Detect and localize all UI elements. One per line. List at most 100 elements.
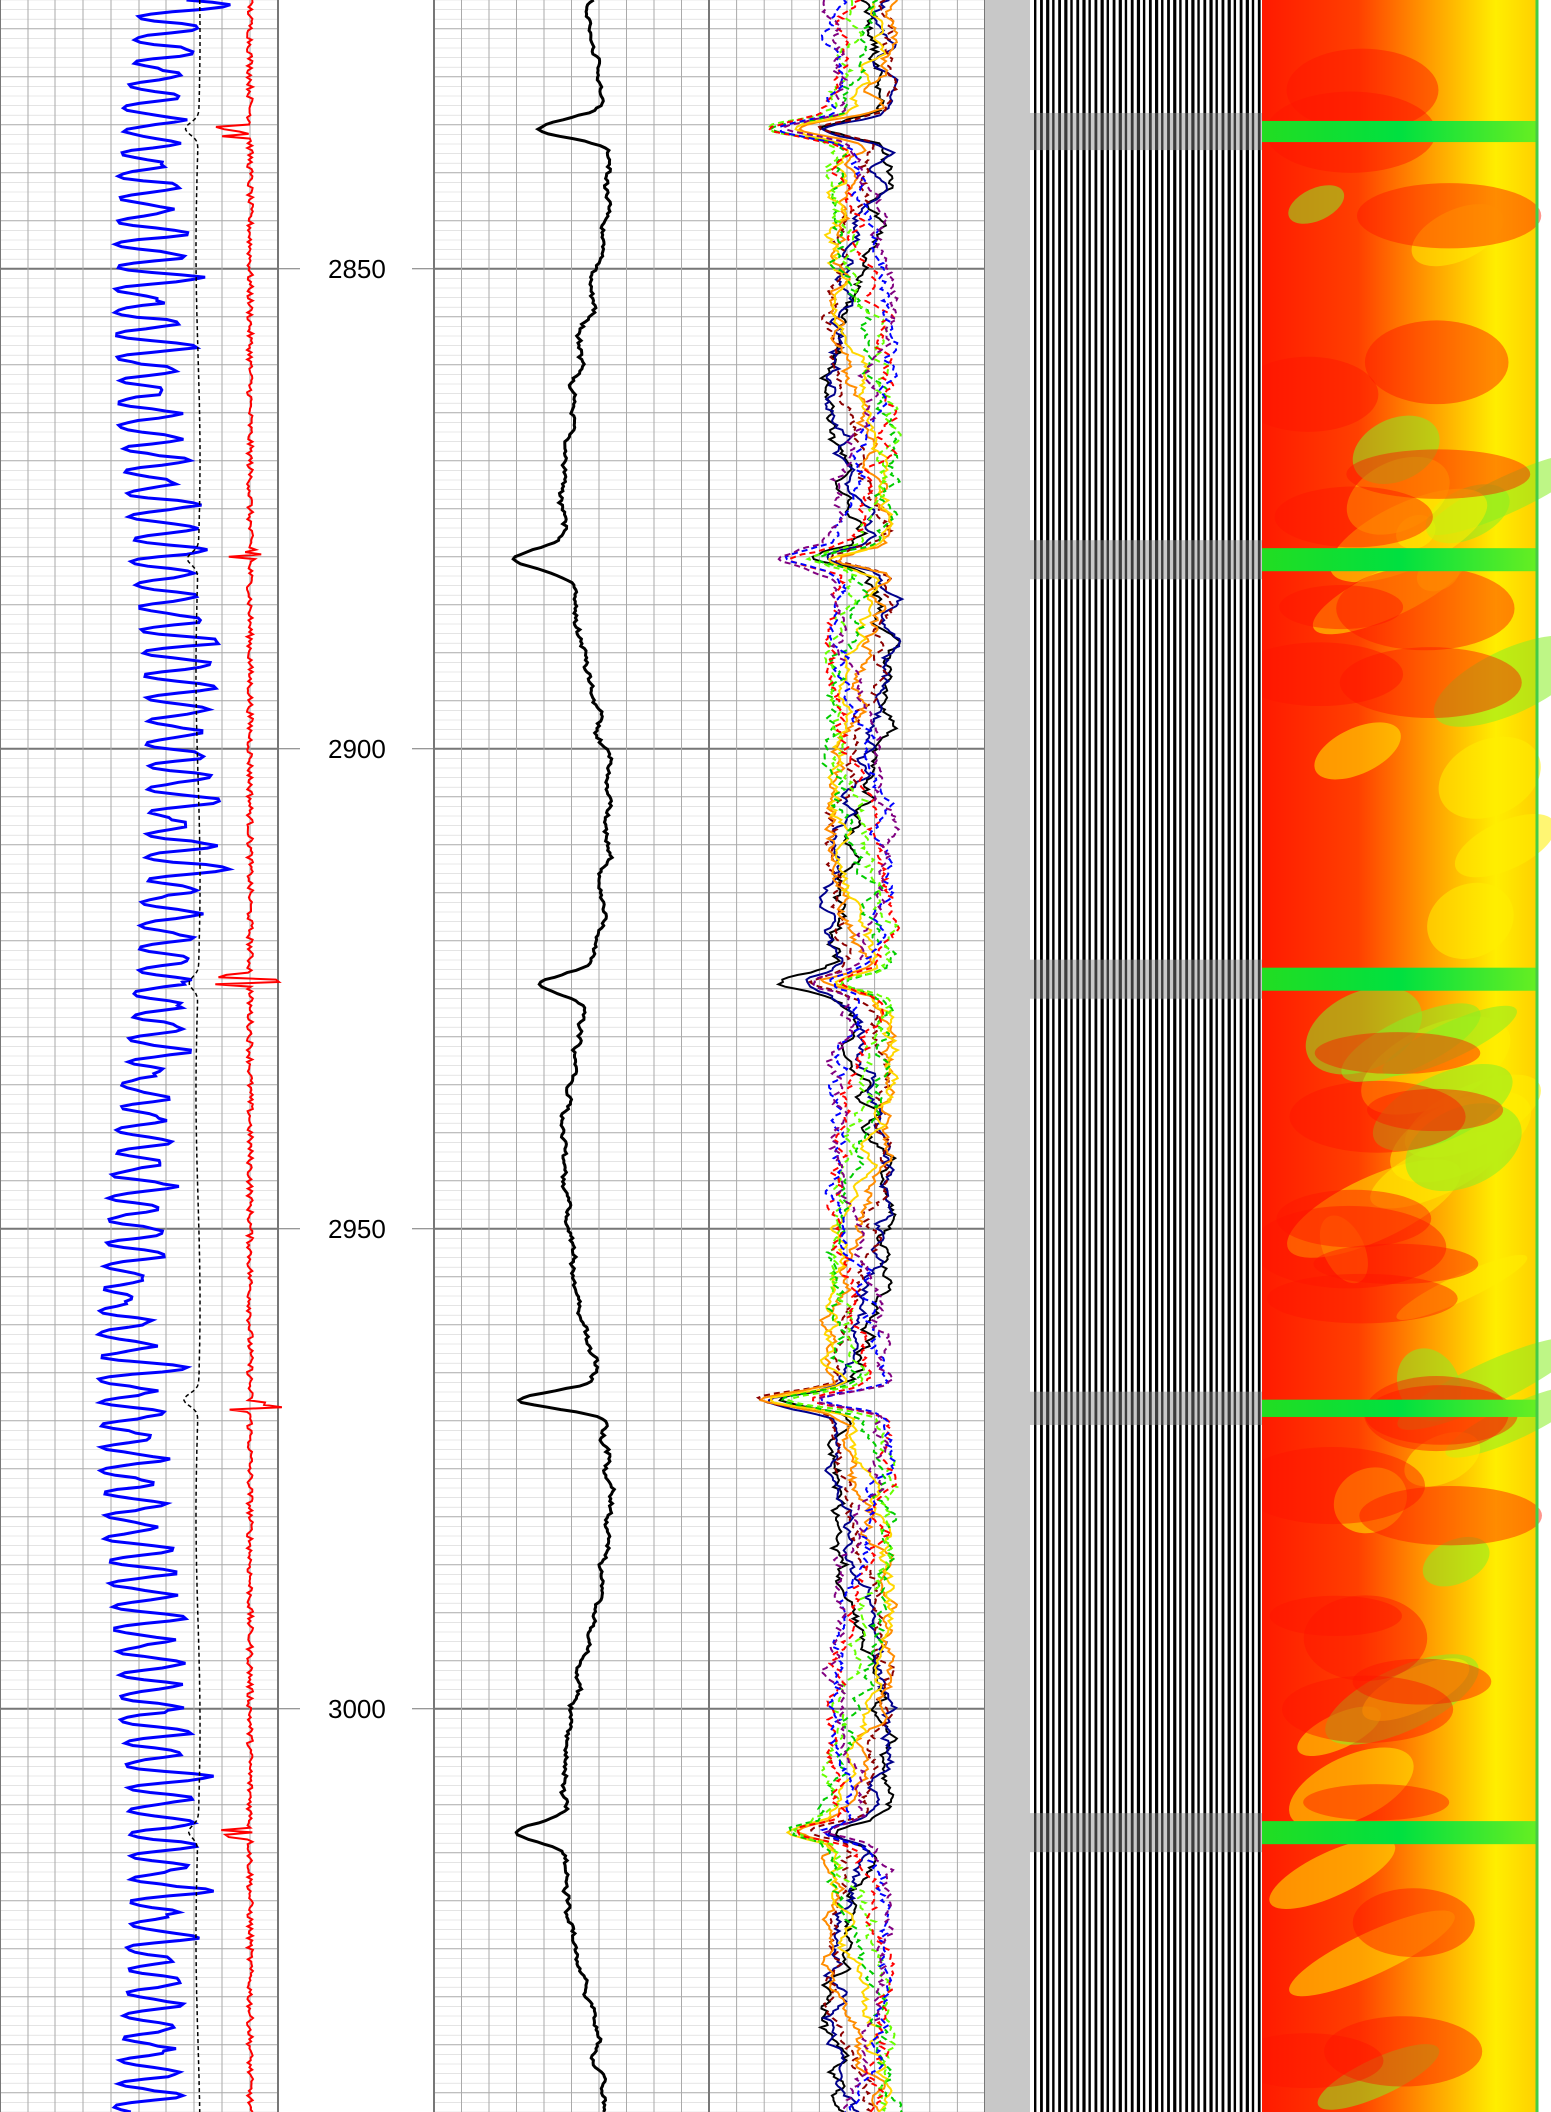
heatmap-red-patch: [1314, 1032, 1481, 1074]
heatmap-green-band: [1262, 120, 1537, 143]
heatmap-red-patch: [1279, 585, 1404, 630]
heatmap-swath: [1319, 1215, 1368, 1284]
heatmap-swath: [1433, 635, 1551, 727]
waveform-stripe: [1185, 0, 1189, 2112]
track-4-curve-7: [768, 0, 901, 2112]
heatmap-swath: [1422, 1536, 1490, 1587]
waveform-stripe: [1257, 0, 1261, 2112]
main-black-curve: [511, 0, 617, 2112]
heatmap-green-band: [1262, 1399, 1537, 1417]
waveform-stripe: [1209, 0, 1213, 2112]
depth-label-3000: 3000: [328, 1694, 386, 1724]
depth-label-2950: 2950: [328, 1214, 386, 1244]
waveform-stripe: [1052, 0, 1055, 2112]
track-4-curve-9: [777, 0, 901, 2112]
track-4-curve-4: [769, 0, 901, 2112]
heatmap-swath: [1454, 813, 1551, 878]
heatmap-swath: [1372, 1064, 1513, 1151]
waveform-stripe: [1112, 0, 1116, 2112]
waveform-noise-band: [1030, 112, 1262, 151]
waveform-stripe: [1148, 0, 1152, 2112]
heatmap-swath: [1404, 1431, 1481, 1487]
waveform-stripe: [1233, 0, 1237, 2112]
waveform-stripe: [1221, 0, 1225, 2112]
heatmap-red-patch: [1286, 48, 1439, 132]
heatmap-swath: [1427, 882, 1514, 959]
depth-label-2900: 2900: [328, 734, 386, 764]
waveform-stripe: [1082, 0, 1086, 2112]
waveform-noise-band: [1030, 1813, 1262, 1853]
heatmap-red-patch: [1324, 2016, 1483, 2087]
heatmap-red-patch: [1303, 1595, 1428, 1681]
waveform-grey-strip: [985, 0, 1030, 2112]
track-4-curve-5: [768, 0, 903, 2112]
depth-label-2850: 2850: [328, 254, 386, 284]
track-4-curve-1: [767, 0, 905, 2112]
heatmap-swath: [1362, 1658, 1470, 1721]
waveform-noise-band: [1030, 1391, 1262, 1425]
depth-labels: 2850 2900 2950 3000: [328, 254, 386, 1724]
heatmap-red-patch: [1352, 1888, 1475, 1958]
waveform-stripe: [1040, 0, 1043, 2112]
waveform-stripe: [1227, 0, 1231, 2112]
waveform-stripe: [1034, 0, 1037, 2112]
waveform-stripe: [1130, 0, 1134, 2112]
heatmap-green-band: [1262, 1821, 1537, 1845]
track-4-curve-2: [755, 0, 899, 2112]
heatmap-red-patch: [1303, 1784, 1450, 1821]
heatmap-red-patch: [1289, 1080, 1466, 1153]
waveform-stripe: [1124, 0, 1128, 2112]
waveform-noise-band: [1030, 959, 1262, 999]
waveform-stripe: [1179, 0, 1182, 2112]
waveform-stripe: [1076, 0, 1080, 2112]
heatmap-red-patch: [1276, 1189, 1432, 1248]
waveform-stripe: [1136, 0, 1141, 2112]
heatmap-swath: [1288, 185, 1345, 224]
heatmap-red-patch: [1356, 183, 1542, 249]
heatmap-swath: [1341, 1003, 1481, 1083]
heatmap-red-patch: [1367, 1088, 1504, 1132]
waveform-stripe: [1058, 0, 1061, 2112]
heatmap-swath: [1352, 415, 1440, 484]
heatmap-red-patch: [1339, 647, 1522, 719]
waveform-noise-band: [1030, 540, 1262, 580]
heatmap-red-patch: [1359, 1486, 1542, 1546]
track-4-curve-8: [778, 0, 899, 2112]
heatmap-green-band: [1262, 548, 1537, 572]
heatmap-swath: [1289, 1910, 1455, 1997]
heatmap-swath: [1445, 1385, 1551, 1458]
waveform-stripe: [1161, 0, 1164, 2112]
grid-layer: [0, 0, 986, 2112]
waveform-stripe: [1173, 0, 1177, 2112]
track-4-curve-0: [775, 0, 901, 2112]
waveform-stripe: [1245, 0, 1249, 2112]
waveform-stripe: [1088, 0, 1091, 2112]
waveform-stripe: [1191, 0, 1195, 2112]
waveform-stripe: [1197, 0, 1200, 2112]
waveform-stripe: [1100, 0, 1104, 2112]
waveform-stripe: [1203, 0, 1207, 2112]
heatmap-red-patch: [1266, 1273, 1458, 1324]
waveform-stripe: [1251, 0, 1255, 2112]
heatmap-swath: [1314, 722, 1401, 780]
curves-layer: [94, 0, 905, 2112]
heatmap-swath: [1411, 204, 1504, 267]
waveform-stripe: [1167, 0, 1170, 2112]
waveform-stripe: [1070, 0, 1073, 2112]
heatmap-red-patch: [1313, 1243, 1479, 1285]
heatmap-swath: [1317, 2044, 1440, 2110]
heatmap-red-patch: [1336, 566, 1515, 651]
heatmap-swath: [1333, 1467, 1407, 1534]
heatmap-red-patch: [1364, 320, 1509, 405]
waveform-stripe: [1118, 0, 1122, 2112]
heatmap-red-patch: [1230, 2033, 1384, 2089]
waveform-stripe: [1215, 0, 1218, 2112]
waveform-stripe: [1094, 0, 1098, 2112]
heatmap-red-patch: [1274, 486, 1433, 548]
heatmap-red-patch: [1236, 642, 1404, 707]
heatmap-red-patch: [1346, 449, 1531, 499]
waveform-track: [985, 0, 1262, 2112]
heatmap-red-patch: [1238, 1446, 1426, 1525]
waveform-stripe: [1239, 0, 1243, 2112]
